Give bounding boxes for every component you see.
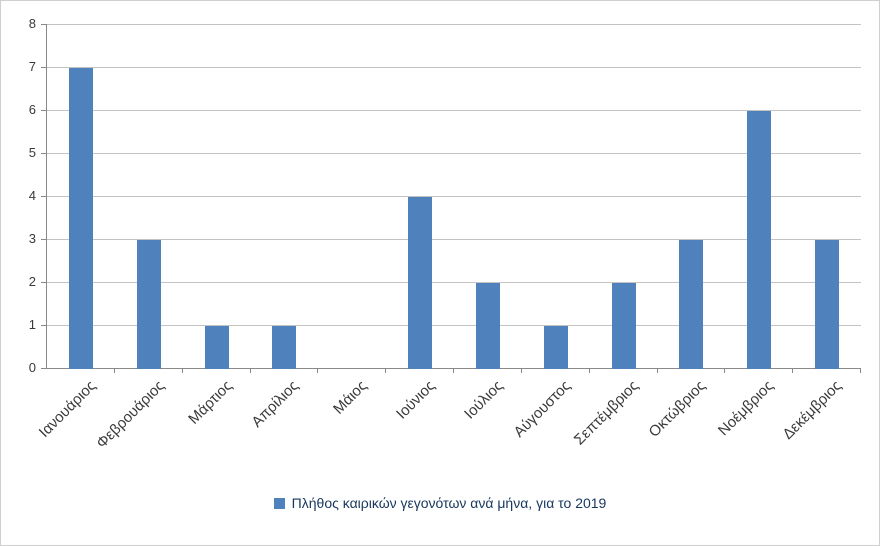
legend: Πλήθος καιρικών γεγονότων ανά μήνα, για … <box>1 495 879 511</box>
x-axis-tick <box>589 369 590 373</box>
x-axis-tick <box>724 369 725 373</box>
y-axis-tick <box>41 24 47 25</box>
bar <box>408 197 432 369</box>
bar <box>612 283 636 369</box>
x-axis-tick <box>114 369 115 373</box>
x-axis-tick-label: Ιούνιος <box>392 377 439 423</box>
y-axis-tick <box>41 239 47 240</box>
x-axis-tick-label: Μάρτιος <box>184 377 236 428</box>
y-axis-tick-label: 3 <box>28 231 36 246</box>
gridline <box>47 325 861 326</box>
y-axis-tick-label: 2 <box>28 274 36 289</box>
bar <box>815 240 839 369</box>
x-axis-tick-label: Οκτώβριος <box>645 377 710 441</box>
y-axis-tick <box>41 67 47 68</box>
y-axis-line <box>46 25 47 369</box>
gridline <box>47 153 861 154</box>
y-axis-tick <box>41 110 47 111</box>
y-axis-tick <box>41 368 47 369</box>
legend-swatch-icon <box>273 497 285 509</box>
gridline <box>47 67 861 68</box>
gridline <box>47 110 861 111</box>
y-axis-tick-label: 1 <box>28 317 36 332</box>
x-axis-tick <box>792 369 793 373</box>
x-axis-line <box>46 368 861 369</box>
x-axis-tick-label: Σεπτέμβριος <box>571 377 643 449</box>
y-axis-tick-label: 7 <box>28 59 36 74</box>
x-axis-tick-label: Δεκέμβριος <box>779 377 846 443</box>
y-axis-tick-label: 6 <box>28 102 36 117</box>
y-axis-tick-label: 5 <box>28 145 36 160</box>
y-axis-tick <box>41 325 47 326</box>
x-axis-tick <box>385 369 386 373</box>
y-axis-tick-label: 8 <box>28 16 36 31</box>
legend-label: Πλήθος καιρικών γεγονότων ανά μήνα, για … <box>291 495 607 511</box>
gridline <box>47 24 861 25</box>
bar <box>272 326 296 369</box>
gridline <box>47 282 861 283</box>
bar <box>747 111 771 369</box>
x-axis-tick <box>521 369 522 373</box>
x-axis-tick <box>182 369 183 373</box>
y-axis-tick-label: 4 <box>28 188 36 203</box>
x-axis-tick-label: Φεβρουάριος <box>92 377 168 452</box>
gridline <box>47 196 861 197</box>
y-axis-tick <box>41 153 47 154</box>
x-axis-tick-label: Αύγουστος <box>510 377 575 441</box>
x-axis-tick <box>250 369 251 373</box>
x-axis-tick <box>453 369 454 373</box>
x-axis-tick-label: Μάιος <box>329 377 371 418</box>
bar <box>476 283 500 369</box>
y-axis-tick <box>41 282 47 283</box>
x-axis-tick-label: Ιανουάριος <box>35 377 100 441</box>
bar <box>205 326 229 369</box>
bar <box>544 326 568 369</box>
x-axis-tick-label: Ιούλιος <box>460 377 507 423</box>
bar <box>679 240 703 369</box>
bar <box>69 68 93 369</box>
x-axis-tick <box>860 369 861 373</box>
x-axis-tick <box>657 369 658 373</box>
x-axis-tick <box>317 369 318 373</box>
x-axis-tick-label: Νοέμβριος <box>715 377 778 440</box>
gridline <box>47 239 861 240</box>
y-axis-tick <box>41 196 47 197</box>
bar <box>137 240 161 369</box>
x-axis-tick-label: Απρίλιος <box>248 377 303 431</box>
y-axis-tick-label: 0 <box>28 360 36 375</box>
